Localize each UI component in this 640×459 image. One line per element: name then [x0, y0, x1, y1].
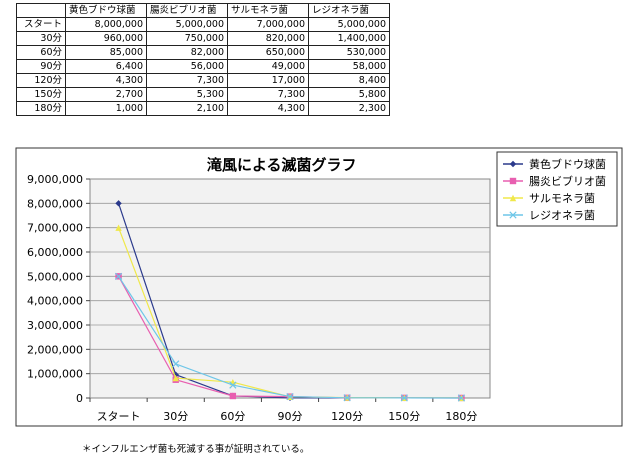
data-point — [229, 392, 237, 400]
y-tick-label: 6,000,000 — [27, 246, 83, 259]
data-point — [172, 374, 179, 382]
data-point — [509, 177, 517, 185]
data-point — [286, 392, 294, 401]
data-point — [114, 272, 123, 280]
data-point — [229, 381, 237, 389]
y-tick-label: 4,000,000 — [27, 295, 83, 308]
x-tick-label: 180分 — [445, 410, 477, 423]
data-point — [457, 394, 466, 402]
data-point — [400, 394, 408, 402]
table-row: 30分 960,000 750,000 820,000 1,400,000 — [16, 31, 390, 46]
data-point — [115, 224, 122, 231]
x-tick-label: 60分 — [220, 410, 245, 423]
data-point — [509, 211, 517, 219]
data-point — [509, 160, 517, 168]
row-label: 180分 — [16, 101, 66, 116]
legend-label: 腸炎ビブリオ菌 — [529, 174, 606, 188]
table-row: 180分 1,000 2,100 4,300 2,300 — [16, 101, 390, 116]
legend-label: 黄色ブドウ球菌 — [529, 157, 606, 171]
table-row: 150分 2,700 5,300 7,300 5,800 — [16, 87, 390, 102]
series-lines — [114, 200, 466, 402]
x-tick-label: 90分 — [278, 410, 303, 423]
y-axis: 0 1,000,000 2,000,000 3,000,000 4,000,000 5,0… — [27, 173, 90, 405]
data-point — [343, 394, 351, 402]
footnote: ＊インフルエンザ菌も死滅する事が証明されている。 — [82, 444, 310, 455]
table-cell: 2,300 — [308, 101, 390, 116]
data-point — [172, 360, 180, 368]
y-tick-label: 5,000,000 — [27, 270, 83, 283]
data-table: 黄色ブドウ球菌 腸炎ビブリオ菌 サルモネラ菌 レジオネラ菌 スタート 8,000,000 5… — [16, 3, 390, 116]
table-row: 90分 6,400 56,000 49,000 58,000 — [16, 59, 390, 74]
x-tick-label: 150分 — [388, 410, 420, 423]
y-tick-label: 9,000,000 — [27, 173, 83, 186]
legend-label: レジオネラ菌 — [529, 209, 595, 222]
data-point — [115, 200, 122, 207]
table-row: 120分 4,300 7,300 17,000 8,400 — [16, 73, 390, 88]
y-tick-label: 7,000,000 — [27, 222, 83, 235]
plot-area — [89, 178, 491, 399]
y-tick-label: 1,000,000 — [27, 368, 83, 381]
y-tick-label: 3,000,000 — [27, 319, 83, 332]
gridlines — [90, 202, 490, 375]
legend-label: サルモネラ菌 — [529, 192, 595, 205]
x-axis: スタート 30分 60分 90分 120分 150分 180分 — [89, 398, 477, 423]
x-tick-label: 120分 — [331, 410, 363, 423]
chart-title: 滝風による滅菌グラフ — [207, 156, 357, 174]
data-point — [509, 194, 517, 202]
y-tick-label: 8,000,000 — [27, 197, 83, 210]
y-tick-label: 2,000,000 — [27, 343, 83, 356]
x-tick-label: 30分 — [163, 410, 188, 423]
y-tick-label: 0 — [76, 392, 83, 405]
x-tick-label: スタート — [97, 410, 141, 423]
